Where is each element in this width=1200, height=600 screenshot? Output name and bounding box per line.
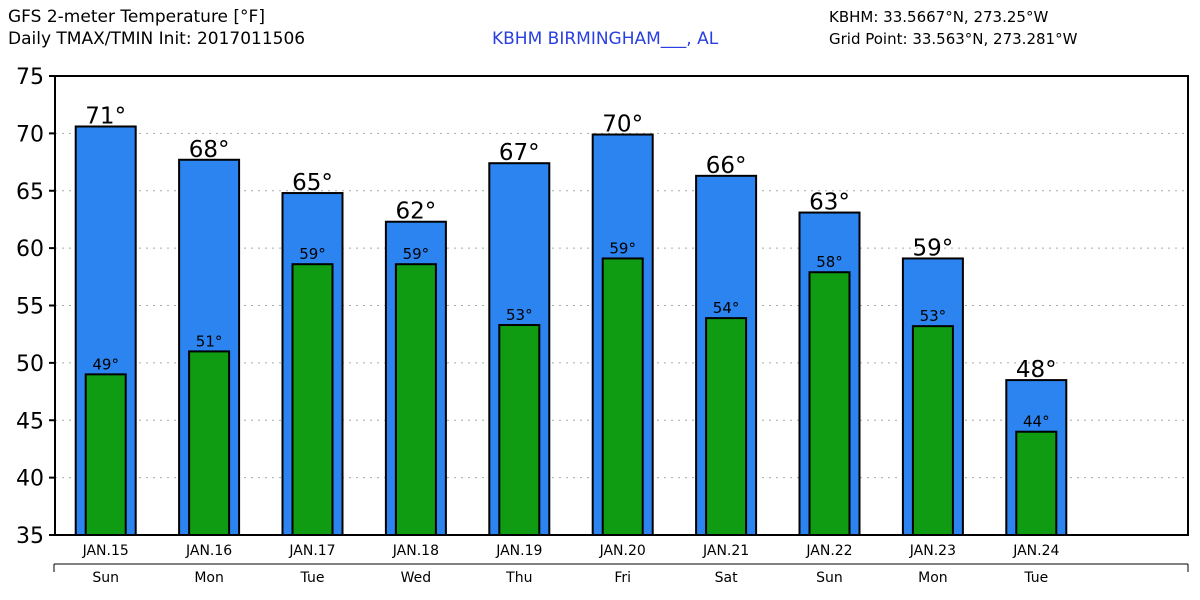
- y-tick-label: 55: [16, 295, 44, 320]
- x-tick-label: JAN.20: [599, 543, 646, 559]
- tmax-label: 70°: [602, 112, 643, 138]
- tmin-bar: [808, 271, 851, 536]
- tmax-label: 62°: [396, 199, 437, 225]
- x-tick-label: JAN.19: [495, 543, 542, 559]
- tmin-bar: [601, 257, 644, 536]
- y-tick-label: 65: [16, 180, 44, 205]
- tmin-bar: [394, 263, 437, 536]
- x-tick-label: JAN.21: [702, 543, 749, 559]
- tmin-label: 54°: [713, 299, 740, 317]
- tmin-label: 59°: [609, 239, 636, 257]
- tmin-bar: [705, 317, 748, 536]
- tmax-label: 67°: [499, 140, 540, 166]
- tmin-label: 53°: [506, 306, 533, 324]
- chart-title: GFS 2-meter Temperature [°F]: [8, 7, 265, 27]
- day-label: Tue: [300, 570, 325, 586]
- tmin-bar: [84, 373, 127, 536]
- chart-subtitle: Daily TMAX/TMIN Init: 2017011506: [8, 29, 306, 49]
- x-tick-label: JAN.22: [805, 543, 852, 559]
- tmin-label: 44°: [1023, 413, 1050, 431]
- day-label: Wed: [401, 570, 432, 586]
- y-tick-label: 50: [16, 352, 44, 377]
- tmin-bar: [291, 263, 334, 536]
- tmax-label: 68°: [189, 137, 230, 163]
- station-name: KBHM BIRMINGHAM___, AL: [492, 29, 719, 49]
- day-label: Fri: [614, 570, 631, 586]
- y-tick-label: 40: [16, 467, 44, 492]
- tmax-label: 66°: [706, 153, 747, 179]
- tmax-label: 71°: [85, 103, 126, 129]
- day-label: Sun: [816, 570, 843, 586]
- tmin-label: 58°: [816, 253, 843, 271]
- tmax-label: 63°: [809, 190, 850, 216]
- tmin-bar: [911, 325, 954, 536]
- tmax-label: 48°: [1016, 357, 1057, 383]
- day-label: Mon: [194, 570, 224, 586]
- tmin-label: 51°: [196, 332, 223, 350]
- day-label: Sun: [92, 570, 119, 586]
- tmin-bar: [498, 324, 541, 536]
- tmin-label: 49°: [92, 355, 119, 373]
- tmin-label: 53°: [920, 307, 947, 325]
- tmax-label: 65°: [292, 170, 333, 196]
- y-tick-label: 45: [16, 409, 44, 434]
- tmin-label: 59°: [403, 245, 430, 263]
- grid-point-coordinates: Grid Point: 33.563°N, 273.281°W: [829, 30, 1078, 48]
- day-label: Sat: [715, 570, 738, 586]
- axes: JAN.15 Sun JAN.16 Mon JAN.17 Tue JAN.18 Wed JAN.…: [16, 65, 1189, 586]
- x-tick-label: JAN.23: [909, 543, 956, 559]
- y-tick-label: 60: [16, 237, 44, 262]
- y-tick-label: 35: [16, 524, 44, 549]
- station-coordinates: KBHM: 33.5667°N, 273.25°W: [829, 8, 1049, 26]
- y-tick-label: 70: [16, 122, 44, 147]
- x-tick-label: JAN.24: [1012, 543, 1059, 559]
- day-label: Mon: [918, 570, 948, 586]
- x-tick-label: JAN.18: [392, 543, 439, 559]
- x-tick-label: JAN.17: [288, 543, 335, 559]
- day-label: Tue: [1023, 570, 1048, 586]
- tmin-bar: [188, 350, 231, 536]
- y-tick-label: 75: [16, 65, 44, 90]
- x-tick-label: JAN.15: [82, 543, 129, 559]
- tmin-bar: [1015, 430, 1058, 537]
- tmax-label: 59°: [913, 235, 954, 261]
- day-label: Thu: [505, 570, 532, 586]
- bars: 71° 49° 68° 51° 65° 59° 62° 59° 67° 53° 70° 59° 66° 5…: [74, 103, 1068, 537]
- x-tick-label: JAN.16: [185, 543, 232, 559]
- tmin-label: 59°: [299, 245, 326, 263]
